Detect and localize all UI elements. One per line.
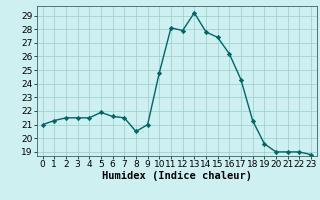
X-axis label: Humidex (Indice chaleur): Humidex (Indice chaleur) [102,171,252,181]
